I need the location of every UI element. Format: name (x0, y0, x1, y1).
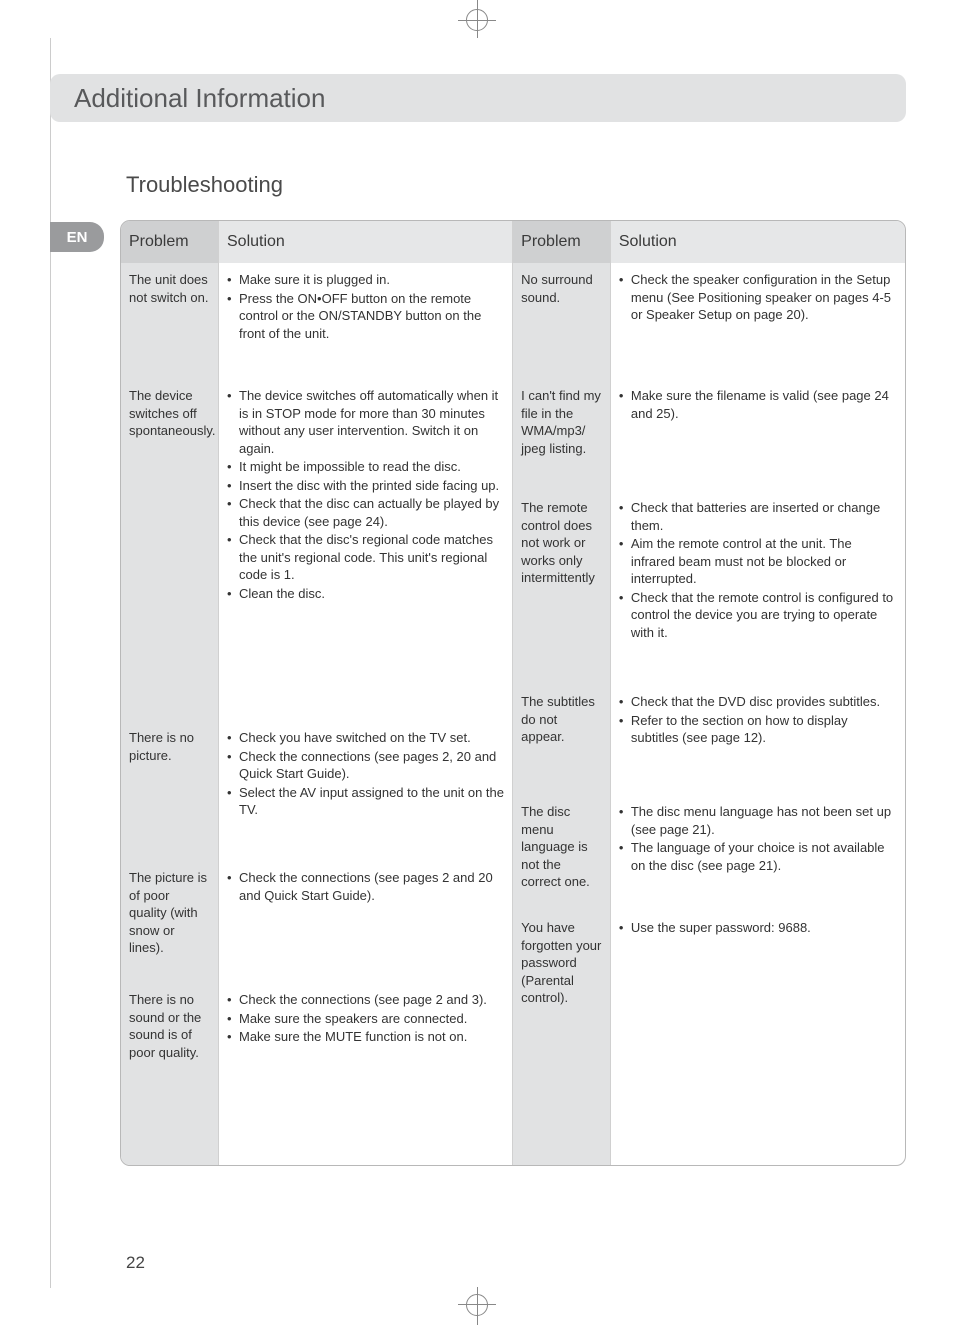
table-row-solution: Make sure the filename is valid (see pag… (619, 387, 897, 499)
solution-item: Check that batteries are inserted or cha… (619, 499, 897, 534)
table-header-solution: Solution (611, 221, 905, 263)
table-row-solution: Use the super password: 9688. (619, 919, 897, 1079)
solution-item: Check the connections (see pages 2 and 2… (227, 869, 504, 904)
table-row-problem: I can't find my file in the WMA/mp3/ jpe… (521, 387, 602, 499)
solution-item: Make sure it is plugged in. (227, 271, 504, 289)
table-row-solution: Check that the DVD disc provides subtitl… (619, 693, 897, 803)
table-row-problem: No surround sound. (521, 271, 602, 387)
solution-item: It might be impossible to read the disc. (227, 458, 504, 476)
solution-item: Check the speaker configuration in the S… (619, 271, 897, 324)
page-number: 22 (126, 1253, 145, 1273)
table-row-problem: The remote control does not work or work… (521, 499, 602, 693)
cropmark-circle (466, 1294, 488, 1316)
table-row-problem: You have forgotten your password (Parent… (521, 919, 602, 1079)
table-row-problem: The unit does not switch on. (129, 271, 210, 387)
solution-item: Check the connections (see pages 2, 20 a… (227, 748, 504, 783)
solution-item: The disc menu language has not been set … (619, 803, 897, 838)
language-badge: EN (50, 222, 104, 252)
section-title: Troubleshooting (126, 172, 283, 198)
solution-item: Check that the disc can actually be play… (227, 495, 504, 530)
cropmark-circle (466, 9, 488, 31)
table-row-problem: There is no picture. (129, 729, 210, 869)
table-row-solution: The disc menu language has not been set … (619, 803, 897, 919)
table-row-problem: The device switches off spontaneously. (129, 387, 210, 729)
table-row-solution: Check the connections (see page 2 and 3)… (227, 991, 504, 1151)
table-row-solution: Check you have switched on the TV set.Ch… (227, 729, 504, 869)
table-row-problem: There is no sound or the sound is of poo… (129, 991, 210, 1151)
solution-item: Use the super password: 9688. (619, 919, 897, 937)
solution-item: The device switches off automatically wh… (227, 387, 504, 457)
solution-item: Check that the remote control is configu… (619, 589, 897, 642)
page-header-bar: Additional Information (50, 74, 906, 122)
table-col-solution-left: Solution Make sure it is plugged in.Pres… (219, 221, 513, 1165)
solution-item: Clean the disc. (227, 585, 504, 603)
table-header-solution: Solution (219, 221, 512, 263)
solution-item: Check the connections (see page 2 and 3)… (227, 991, 504, 1009)
table-header-problem: Problem (121, 221, 218, 263)
page-title: Additional Information (74, 83, 325, 114)
language-badge-text: EN (67, 229, 88, 246)
solution-item: Check that the disc's regional code matc… (227, 531, 504, 584)
troubleshooting-table: Problem The unit does not switch on.The … (120, 220, 906, 1166)
table-row-solution: The device switches off automatically wh… (227, 387, 504, 729)
solution-item: Check you have switched on the TV set. (227, 729, 504, 747)
table-col-problem-left: Problem The unit does not switch on.The … (121, 221, 219, 1165)
solution-item: Make sure the filename is valid (see pag… (619, 387, 897, 422)
table-row-problem: The subtitles do not appear. (521, 693, 602, 803)
solution-item: Refer to the section on how to display s… (619, 712, 897, 747)
table-header-problem: Problem (513, 221, 610, 263)
solution-item: Make sure the MUTE function is not on. (227, 1028, 504, 1046)
table-row-problem: The picture is of poor quality (with sno… (129, 869, 210, 991)
table-row-solution: Check the connections (see pages 2 and 2… (227, 869, 504, 991)
solution-item: Check that the DVD disc provides subtitl… (619, 693, 897, 711)
table-row-problem: The disc menu language is not the correc… (521, 803, 602, 919)
solution-item: Aim the remote control at the unit. The … (619, 535, 897, 588)
table-row-solution: Make sure it is plugged in.Press the ON•… (227, 271, 504, 387)
solution-item: Make sure the speakers are connected. (227, 1010, 504, 1028)
table-col-problem-right: Problem No surround sound.I can't find m… (513, 221, 611, 1165)
solution-item: Select the AV input assigned to the unit… (227, 784, 504, 819)
solution-item: Insert the disc with the printed side fa… (227, 477, 504, 495)
table-row-solution: Check the speaker configuration in the S… (619, 271, 897, 387)
table-row-solution: Check that batteries are inserted or cha… (619, 499, 897, 693)
solution-item: The language of your choice is not avail… (619, 839, 897, 874)
solution-item: Press the ON•OFF button on the remote co… (227, 290, 504, 343)
table-col-solution-right: Solution Check the speaker configuration… (611, 221, 905, 1165)
